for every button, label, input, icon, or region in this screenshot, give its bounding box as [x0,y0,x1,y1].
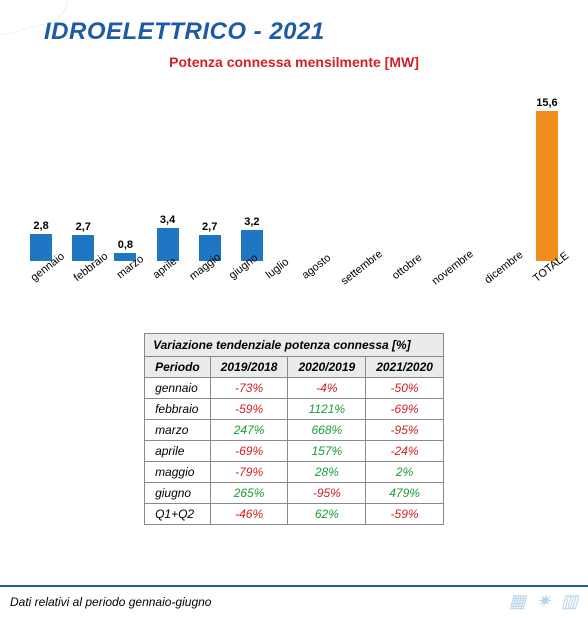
value-cell: -59% [366,504,444,525]
table-row: giugno265%-95%479% [145,483,444,504]
bar-value-label: 3,2 [244,216,259,228]
page-title: IDROELETTRICO - 2021 [0,0,588,54]
value-cell: -79% [210,462,288,483]
bar-slot: 15,6 [526,97,568,261]
variation-table: Variazione tendenziale potenza connessa … [144,333,444,525]
period-cell: maggio [145,462,211,483]
value-cell: 668% [288,420,366,441]
table-row: aprile-69%157%-24% [145,441,444,462]
period-cell: marzo [145,420,211,441]
value-cell: -59% [210,399,288,420]
period-cell: Q1+Q2 [145,504,211,525]
value-cell: 247% [210,420,288,441]
value-cell: -4% [288,378,366,399]
table-header: 2019/2018 [210,357,288,378]
table-header: 2021/2020 [366,357,444,378]
table-row: marzo247%668%-95% [145,420,444,441]
table-caption: Variazione tendenziale potenza connessa … [144,333,444,356]
bar-value-label: 2,7 [76,221,91,233]
bar-value-label: 2,8 [33,220,48,232]
table-row: gennaio-73%-4%-50% [145,378,444,399]
monthly-bar-chart: 2,82,70,83,42,73,215,6 gennaiofebbraioma… [20,80,568,305]
footer-text: Dati relativi al periodo gennaio-giugno [10,595,211,609]
table-row: maggio-79%28%2% [145,462,444,483]
table-row: febbraio-59%1121%-69% [145,399,444,420]
bar-rect [30,234,52,261]
footer-icons: ▦ ✷ ▥ [509,591,578,612]
bar-value-label: 3,4 [160,214,175,226]
footer: Dati relativi al periodo gennaio-giugno … [0,585,588,612]
value-cell: 1121% [288,399,366,420]
value-cell: -69% [210,441,288,462]
hydro-icon: ▥ [561,591,578,612]
value-cell: -24% [366,441,444,462]
bar-value-label: 2,7 [202,221,217,233]
value-cell: 157% [288,441,366,462]
value-cell: 62% [288,504,366,525]
value-cell: 265% [210,483,288,504]
bar-slot: 3,4 [146,214,188,261]
chart-subtitle: Potenza connessa mensilmente [MW] [0,54,588,80]
value-cell: -73% [210,378,288,399]
period-cell: aprile [145,441,211,462]
value-cell: 2% [366,462,444,483]
value-cell: -95% [366,420,444,441]
value-cell: -69% [366,399,444,420]
wind-icon: ✷ [536,591,551,612]
value-cell: 479% [366,483,444,504]
period-cell: gennaio [145,378,211,399]
period-cell: giugno [145,483,211,504]
table-row: Q1+Q2-46%62%-59% [145,504,444,525]
value-cell: -46% [210,504,288,525]
table-header: 2020/2019 [288,357,366,378]
solar-icon: ▦ [509,591,526,612]
value-cell: 28% [288,462,366,483]
value-cell: -95% [288,483,366,504]
bar-rect [72,235,94,261]
bar-value-label: 15,6 [536,97,557,109]
value-cell: -50% [366,378,444,399]
table-header: Periodo [145,357,211,378]
bar-rect [536,111,558,261]
bar-value-label: 0,8 [118,239,133,251]
period-cell: febbraio [145,399,211,420]
